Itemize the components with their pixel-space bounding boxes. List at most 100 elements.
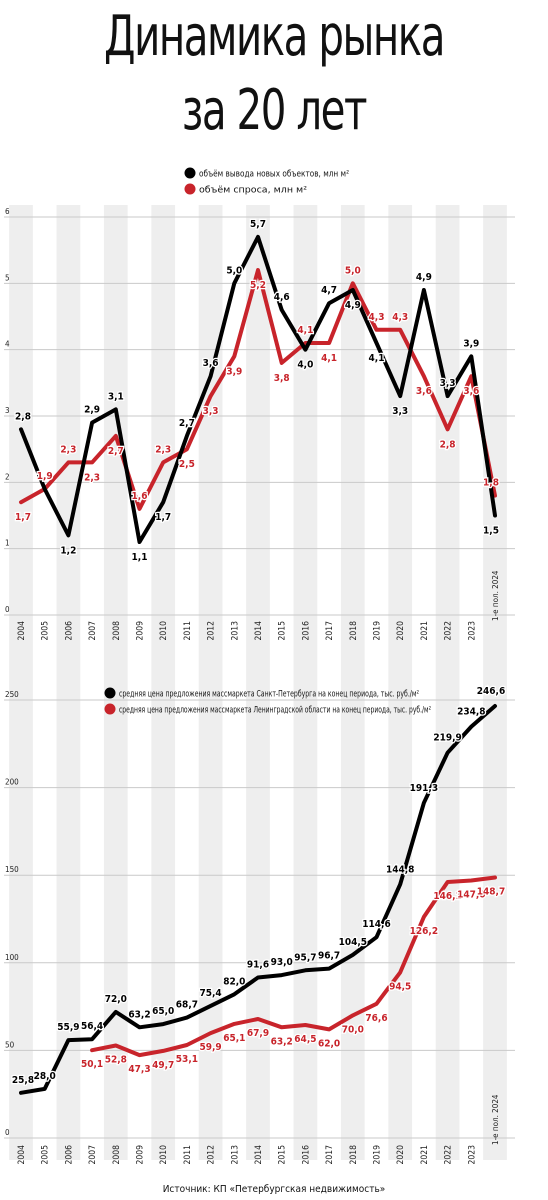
x-tick-label: 2011: [183, 1145, 193, 1165]
data-label: 246,6: [477, 686, 505, 697]
band: [293, 205, 318, 1160]
data-label: 67,9: [247, 1028, 269, 1039]
data-label: 2,7: [108, 446, 124, 457]
data-label: 4,1: [369, 353, 385, 364]
data-label: 25,8: [12, 1075, 34, 1086]
data-label: 3,6: [416, 386, 432, 397]
data-label: 4,9: [416, 272, 432, 283]
x-tick-label: 2005: [41, 621, 51, 641]
chart-title: Динамика рынка за 20 лет: [0, 0, 548, 150]
x-tick-label: 2004: [17, 621, 27, 641]
chart-1: 0 1 2 3 4 5 6 2004 2005 2006 2007 2008 2009 2010 2011 2…: [4, 167, 515, 641]
data-label: 2,3: [60, 444, 76, 455]
y-tick-label: 6: [5, 207, 10, 216]
x-tick-label: 2015: [278, 1145, 288, 1165]
x-tick-label: 2012: [207, 1145, 217, 1165]
x-tick-label: 2017: [325, 1145, 335, 1165]
data-label: 3,3: [203, 406, 219, 417]
data-label: 1,7: [15, 512, 31, 523]
x-tick-label: 2010: [159, 1145, 169, 1165]
band: [198, 205, 223, 1160]
data-label: 1,5: [483, 526, 499, 537]
data-label: 52,8: [105, 1054, 127, 1065]
series-line: [90, 875, 497, 1058]
legend-label: объём спроса, млн м²: [199, 185, 307, 196]
x-tick-label: 2021: [420, 621, 430, 641]
x-tick-label: 2021: [420, 1145, 430, 1165]
x-tick-label: 2016: [301, 621, 311, 641]
data-label: 5,2: [250, 280, 266, 291]
band: [9, 205, 33, 1160]
y-tick-label: 200: [5, 778, 19, 787]
data-label: 3,9: [463, 338, 479, 349]
data-label: 68,7: [176, 1000, 198, 1011]
y-tick-label: 5: [5, 273, 10, 282]
data-label: 70,0: [342, 1024, 364, 1035]
x-tick-label: 2006: [64, 621, 74, 641]
x-tick-label: 2007: [88, 621, 98, 641]
x-tick-label: 2013: [230, 621, 240, 641]
data-label: 148,7: [477, 886, 505, 897]
y-tick-label: 50: [5, 1040, 15, 1049]
x-tick-label: 2012: [207, 621, 217, 641]
data-label: 3,8: [274, 373, 290, 384]
data-label: 1,6: [132, 491, 148, 502]
x-tick-label: 2006: [64, 1145, 74, 1165]
data-label: 47,3: [128, 1064, 150, 1075]
x-tick-label: 2018: [349, 621, 359, 641]
series-line: [19, 234, 497, 544]
title-line-1: Динамика рынка: [104, 4, 445, 69]
data-label: 4,3: [369, 312, 385, 323]
y-tick-label: 150: [5, 865, 19, 874]
data-label: 5,0: [345, 265, 361, 276]
data-label: 219,9: [433, 733, 461, 744]
x-tick-label: 2004: [17, 1145, 27, 1165]
x-tick-label: 2010: [159, 621, 169, 641]
data-label: 146,1: [433, 891, 461, 902]
x-tick-label: 1-е пол. 2024: [491, 570, 500, 621]
legend-label: средняя цена предложения массмаркета Сан…: [119, 689, 419, 700]
data-label: 1,7: [155, 512, 171, 523]
x-tick-label: 2023: [467, 1145, 477, 1165]
x-tick-label: 2020: [396, 621, 406, 641]
x-tick-label: 2005: [41, 1145, 51, 1165]
data-label: 104,5: [339, 937, 367, 948]
data-label: 50,1: [81, 1059, 103, 1070]
band: [56, 205, 81, 1160]
x-tick-label: 2022: [444, 621, 454, 641]
y-tick-label: 4: [5, 340, 10, 349]
y-tick-label: 100: [5, 953, 19, 962]
x-tick-label: 2008: [112, 1145, 122, 1165]
x-tick-label: 2016: [301, 1145, 311, 1165]
data-label: 53,1: [176, 1054, 198, 1065]
data-label: 2,3: [155, 444, 171, 455]
series-line: [19, 704, 497, 1095]
x-tick-label: 2009: [136, 1145, 146, 1165]
legend-marker: [104, 703, 116, 715]
data-label: 1,1: [132, 552, 148, 563]
data-label: 5,7: [250, 219, 266, 230]
legend-marker: [184, 167, 196, 179]
band: [483, 205, 507, 1160]
band: [151, 205, 176, 1160]
data-label: 2,8: [440, 439, 456, 450]
data-label: 4,0: [297, 360, 313, 371]
data-label: 65,1: [223, 1033, 245, 1044]
data-label: 2,9: [84, 405, 100, 416]
data-label: 65,0: [152, 1006, 174, 1017]
data-label: 5,0: [226, 265, 242, 276]
data-label: 76,6: [365, 1013, 387, 1024]
background-bands: [9, 205, 507, 1160]
data-label: 4,9: [345, 300, 361, 311]
data-label: 91,6: [247, 960, 269, 971]
legend-label: средняя цена предложения массмаркета Лен…: [119, 705, 431, 716]
y-tick-label: 0: [5, 1128, 10, 1137]
data-label: 95,7: [294, 952, 316, 963]
x-tick-label: 2020: [396, 1145, 406, 1165]
source-note: Источник: КП «Петербургская недвижимость…: [162, 1184, 386, 1195]
x-tick-label: 2011: [183, 621, 193, 641]
x-tick-label: 2008: [112, 621, 122, 641]
y-tick-label: 1: [5, 539, 10, 548]
band: [246, 205, 270, 1160]
